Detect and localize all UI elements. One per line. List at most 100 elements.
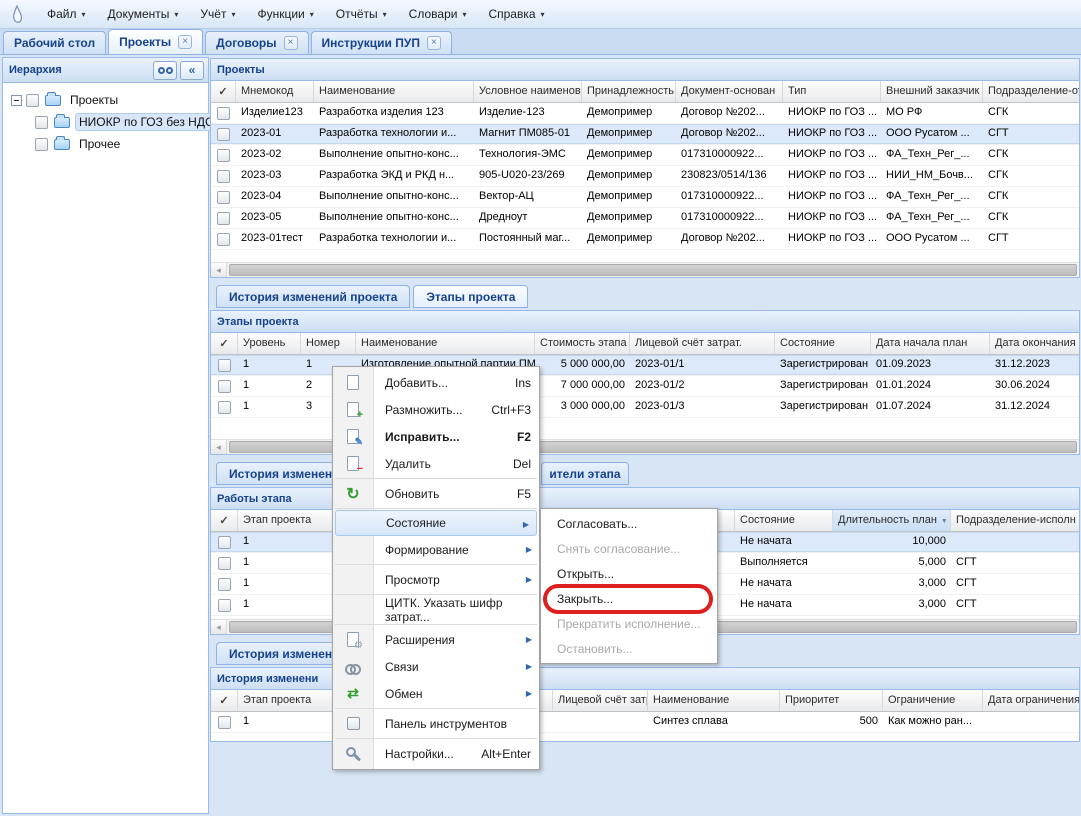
column-header[interactable]: Наименование <box>356 333 535 354</box>
column-header[interactable]: Мнемокод <box>236 81 314 102</box>
row-checkbox[interactable] <box>211 229 236 249</box>
close-icon[interactable]: × <box>283 36 298 50</box>
column-header[interactable]: Уровень <box>238 333 301 354</box>
document-tab[interactable]: Рабочий стол <box>3 31 107 54</box>
menu-bar-item[interactable]: Функции ▾ <box>246 3 324 25</box>
column-header[interactable]: Лицевой счёт затрат. <box>630 333 775 354</box>
column-header[interactable]: Наименование <box>648 690 780 711</box>
scroll-left-button[interactable]: ◂ <box>211 263 227 277</box>
column-header[interactable]: Этап проекта <box>238 690 340 711</box>
expand-toggle-icon[interactable] <box>11 94 22 106</box>
horizontal-scrollbar[interactable]: ◂ <box>211 262 1079 277</box>
menu-bar-item[interactable]: Документы ▾ <box>97 3 190 25</box>
document-tab[interactable]: Договоры × <box>205 31 309 54</box>
menu-bar-item[interactable]: Словари ▾ <box>398 3 478 25</box>
row-checkbox[interactable] <box>211 208 236 228</box>
tree-node-checkbox[interactable] <box>35 137 48 151</box>
submenu-item[interactable]: Согласовать... <box>541 511 717 536</box>
menu-bar-item[interactable]: Файл ▾ <box>36 3 97 25</box>
tree-node[interactable]: НИОКР по ГОЗ без НДС <box>5 111 218 133</box>
scroll-left-button[interactable]: ◂ <box>211 620 227 634</box>
section-tab[interactable]: История изменени <box>216 642 353 665</box>
column-header[interactable]: Внешний заказчик <box>881 81 983 102</box>
close-icon[interactable]: × <box>178 35 193 49</box>
scroll-left-button[interactable]: ◂ <box>211 440 227 454</box>
column-header[interactable]: Состояние <box>775 333 871 354</box>
tree-node[interactable]: Проекты <box>5 89 206 111</box>
row-checkbox[interactable] <box>211 574 238 594</box>
document-tab[interactable]: Инструкции ПУП × <box>310 31 452 54</box>
context-menu-item[interactable]: Размножить... Ctrl+F3 <box>333 396 539 423</box>
submenu-item[interactable]: Снять согласование... <box>541 536 717 561</box>
menu-bar-item[interactable]: Справка ▾ <box>477 3 555 25</box>
table-row[interactable]: 2023-05 Выполнение опытно-конс... Дредноут… <box>211 208 1079 229</box>
column-header[interactable]: Подразделение-от <box>983 81 1079 102</box>
context-menu-item[interactable]: ↻ Обновить F5 <box>333 480 539 507</box>
column-header[interactable]: Стоимость этапа <box>535 333 630 354</box>
column-header[interactable]: Дата начала план <box>871 333 990 354</box>
column-header[interactable]: Тип <box>783 81 881 102</box>
context-menu-item[interactable]: Удалить Del <box>333 450 539 477</box>
row-checkbox[interactable] <box>211 532 238 552</box>
select-all-header[interactable]: ✓ <box>211 510 238 531</box>
menu-bar-item[interactable]: Учёт ▾ <box>189 3 246 25</box>
column-header[interactable]: Документ-основан <box>676 81 783 102</box>
select-all-header[interactable]: ✓ <box>211 690 238 711</box>
context-menu-item[interactable]: Состояние ▶ <box>335 510 537 536</box>
row-checkbox[interactable] <box>211 553 238 573</box>
column-header[interactable]: Дата ограничения <box>983 690 1079 711</box>
table-row[interactable]: Изделие123 Разработка изделия 123 Изделие-… <box>211 103 1079 124</box>
table-row[interactable]: 2023-04 Выполнение опытно-конс... Вектор-А… <box>211 187 1079 208</box>
table-row[interactable]: 2023-01 Разработка технологии и... Магнит … <box>211 124 1079 145</box>
column-header[interactable]: Подразделение-исполн <box>951 510 1079 531</box>
row-checkbox[interactable] <box>211 166 236 186</box>
column-header[interactable]: Ограничение <box>883 690 983 711</box>
row-checkbox[interactable] <box>211 187 236 207</box>
column-header[interactable]: Дата окончания п <box>990 333 1079 354</box>
column-header[interactable]: Длительность план ▼ <box>833 510 951 531</box>
context-menu-item[interactable]: Панель инструментов <box>333 710 539 737</box>
section-tab[interactable]: ители этапа <box>541 462 629 485</box>
context-menu-item[interactable]: ⇄ Обмен ▶ <box>333 680 539 707</box>
column-header[interactable]: Приоритет <box>780 690 883 711</box>
search-button[interactable] <box>153 60 177 80</box>
collapse-sidebar-button[interactable]: « <box>180 60 204 80</box>
column-header[interactable]: Принадлежность <box>582 81 676 102</box>
scrollbar-thumb[interactable] <box>229 264 1077 276</box>
submenu-item[interactable]: Открыть... <box>541 561 717 586</box>
close-icon[interactable]: × <box>426 36 441 50</box>
table-row[interactable]: 1 1 Изготовление опытной партии ПМ0... 5 00… <box>211 355 1079 376</box>
tree-node-checkbox[interactable] <box>26 93 39 107</box>
table-row[interactable]: 2023-02 Выполнение опытно-конс... Технолог… <box>211 145 1079 166</box>
context-menu-item[interactable]: Связи ▶ <box>333 653 539 680</box>
select-all-header[interactable]: ✓ <box>211 81 236 102</box>
row-checkbox[interactable] <box>211 355 238 375</box>
row-checkbox[interactable] <box>211 397 238 417</box>
section-tab[interactable]: История изменений проекта <box>216 285 411 308</box>
section-tab[interactable]: Этапы проекта <box>413 285 529 308</box>
row-checkbox[interactable] <box>211 103 236 123</box>
context-menu-item[interactable]: Настройки... Alt+Enter <box>333 740 539 767</box>
column-header[interactable] <box>340 690 553 711</box>
menu-bar-item[interactable]: Отчёты ▾ <box>325 3 398 25</box>
submenu-item[interactable]: Закрыть... <box>541 586 717 611</box>
column-header[interactable]: Номер <box>301 333 356 354</box>
submenu-item[interactable]: Прекратить исполнение... <box>541 611 717 636</box>
context-menu-item[interactable]: ЦИТК. Указать шифр затрат... <box>333 596 539 624</box>
row-checkbox[interactable] <box>211 595 238 615</box>
column-header[interactable]: Состояние <box>735 510 833 531</box>
tree-node[interactable]: Прочее <box>5 133 206 155</box>
table-row[interactable]: 2023-01тест Разработка технологии и... Пос… <box>211 229 1079 250</box>
row-checkbox[interactable] <box>211 376 238 396</box>
context-menu-item[interactable]: Формирование ▶ <box>333 536 539 563</box>
table-row[interactable]: 2023-03 Разработка ЭКД и РКД н... 905-U020… <box>211 166 1079 187</box>
column-header[interactable] <box>340 510 735 531</box>
submenu-item[interactable]: Остановить... <box>541 636 717 661</box>
column-header[interactable]: Условное наименова <box>474 81 582 102</box>
select-all-header[interactable]: ✓ <box>211 333 238 354</box>
column-header[interactable]: Этап проекта <box>238 510 340 531</box>
document-tab[interactable]: Проекты × <box>108 29 204 54</box>
row-checkbox[interactable] <box>211 145 236 165</box>
context-menu-item[interactable]: Просмотр ▶ <box>333 566 539 593</box>
column-header[interactable]: Наименование <box>314 81 474 102</box>
